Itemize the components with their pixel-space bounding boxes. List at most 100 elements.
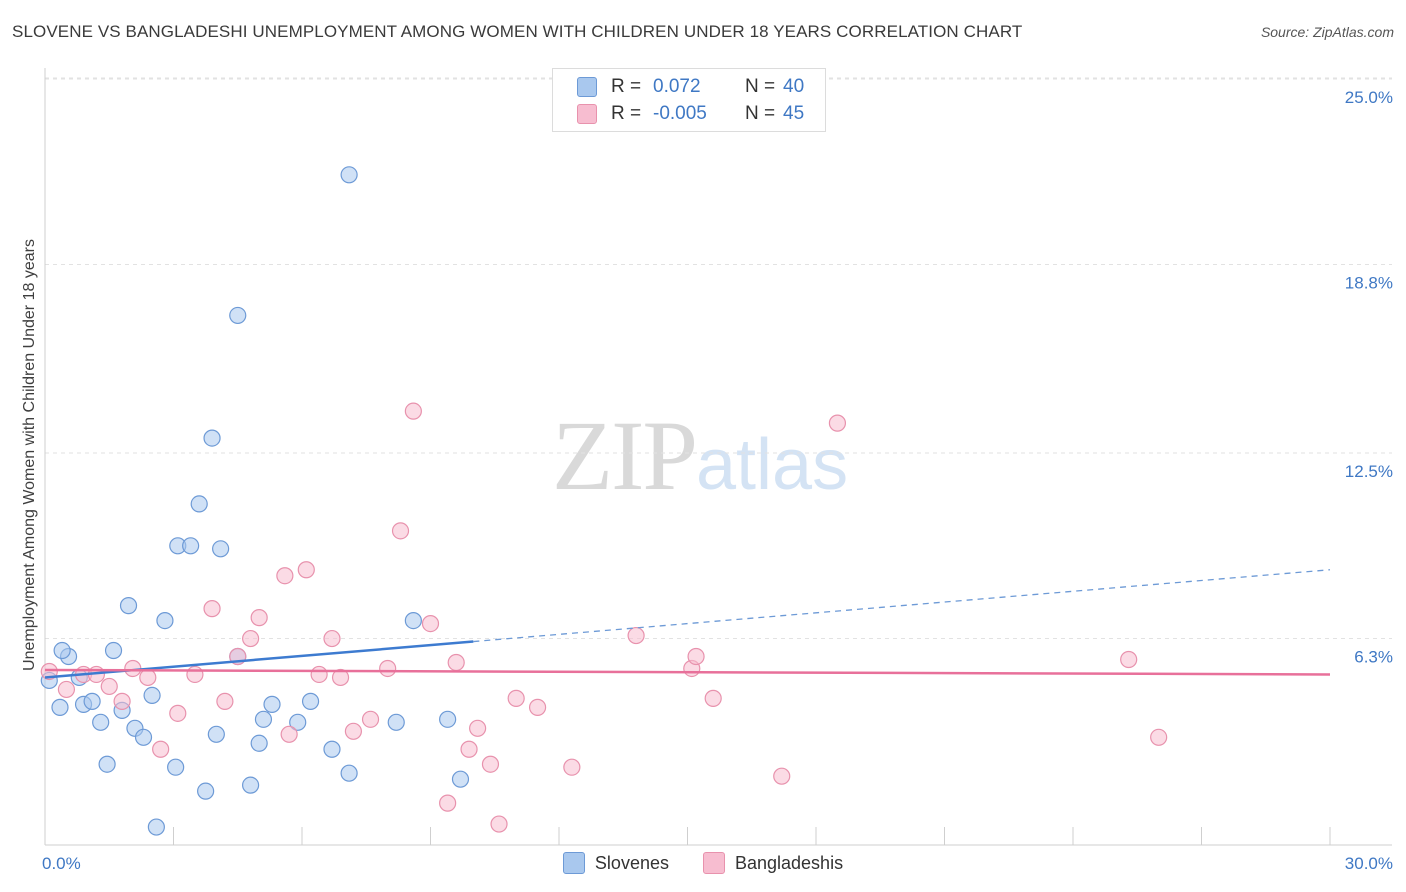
bangladeshi-point	[216, 692, 234, 710]
slovene-point	[229, 306, 247, 325]
legend-item-slovenes[interactable]: Slovenes	[562, 852, 669, 874]
bangladeshi-point	[344, 722, 362, 740]
slovene-point	[190, 495, 208, 513]
slovene-point	[147, 818, 165, 836]
bangladeshi-point	[404, 402, 422, 420]
slovene-point	[203, 429, 221, 447]
bangladeshi-point	[563, 758, 581, 776]
legend-label-slovenes: Slovenes	[594, 852, 669, 873]
legend-swatch-bangladeshis	[577, 104, 597, 124]
slovene-point	[156, 611, 174, 630]
watermark-atlas: atlas	[696, 425, 849, 505]
x-tick-label: 0.0%	[42, 854, 81, 873]
bangladeshi-point	[100, 677, 118, 696]
legend-row-slovenes: R = 0.072 N = 40	[577, 75, 804, 99]
legend-r-value: -0.005	[653, 103, 707, 124]
bangladeshi-point	[1150, 728, 1168, 746]
slovene-trend-extension	[473, 569, 1331, 643]
bangladeshi-point	[297, 561, 315, 579]
legend-n-value: 45	[783, 103, 805, 124]
slovene-point	[51, 698, 69, 716]
slovene-point	[301, 692, 320, 710]
bangladeshi-point	[439, 794, 457, 812]
slovene-point	[92, 713, 110, 731]
bangladeshi-point	[704, 689, 722, 707]
legend-label-bangladeshis: Bangladeshis	[734, 852, 844, 873]
bangladeshi-point	[528, 698, 547, 716]
legend-n-value: 40	[783, 76, 805, 97]
bangladeshi-point	[828, 414, 847, 432]
series-legend: Slovenes Bangladeshis	[0, 852, 1406, 874]
slovene-point	[207, 725, 225, 743]
slovene-point	[98, 755, 116, 773]
bangladeshi-point	[469, 719, 487, 737]
x-tick-label: 30.0%	[1345, 854, 1393, 873]
bangladeshi-point	[379, 659, 397, 678]
legend-item-bangladeshis[interactable]: Bangladeshis	[702, 852, 844, 874]
slovene-point	[104, 641, 123, 660]
bangladeshi-point	[490, 815, 508, 833]
bangladeshi-point	[687, 647, 705, 666]
bangladeshi-point	[331, 668, 350, 687]
slovene-point	[143, 686, 161, 705]
bangladeshi-point	[152, 740, 170, 758]
chart-title: SLOVENE VS BANGLADESHI UNEMPLOYMENT AMON…	[12, 22, 1023, 41]
bangladeshi-trend-line	[44, 668, 1331, 676]
bangladeshi-point	[1120, 650, 1138, 669]
bangladeshi-point	[242, 629, 260, 648]
bangladeshi-point	[773, 767, 791, 785]
watermark-zip: ZIP	[552, 400, 698, 511]
bangladeshi-point	[323, 629, 341, 648]
legend-n-label: N =	[745, 103, 776, 124]
slovene-point	[83, 692, 101, 710]
slovene-point	[53, 641, 71, 660]
slovene-point	[242, 776, 260, 794]
legend-row-bangladeshis: R = -0.005 N = 45	[577, 102, 804, 126]
correlation-legend: R = 0.072 N = 40 R = -0.005 N = 45	[552, 68, 826, 132]
bangladeshi-point	[310, 665, 328, 684]
bangladeshi-point	[481, 755, 500, 773]
slovene-point	[167, 758, 185, 776]
slovene-point	[387, 713, 405, 731]
watermark: ZIPatlas	[552, 398, 848, 513]
legend-swatch-bangladeshis	[702, 852, 725, 874]
slovene-point	[439, 710, 457, 728]
legend-r-label: R =	[611, 103, 642, 124]
legend-r-value: 0.072	[653, 76, 701, 97]
slovene-point	[254, 710, 273, 728]
slovene-point	[197, 782, 215, 800]
bangladeshi-point	[186, 665, 204, 684]
legend-n-label: N =	[745, 76, 776, 97]
bangladeshi-point	[40, 662, 58, 681]
legend-r-label: R =	[611, 76, 642, 97]
bangladeshi-point	[203, 600, 221, 618]
legend-swatch-slovenes	[562, 852, 585, 874]
bangladeshi-point	[57, 680, 76, 699]
bangladeshi-point	[113, 692, 131, 710]
slovene-point	[289, 713, 307, 731]
bangladeshi-point	[391, 522, 410, 540]
y-tick-label: 25.0%	[1345, 88, 1393, 107]
bangladeshi-point	[276, 567, 294, 585]
bangladeshi-point	[421, 614, 440, 633]
y-tick-label: 6.3%	[1354, 648, 1393, 667]
slovene-point	[119, 597, 138, 615]
slovene-point	[250, 734, 268, 752]
slovene-point	[340, 166, 358, 184]
bangladeshi-point	[447, 653, 465, 672]
slovene-point	[451, 770, 470, 788]
bangladeshi-point	[460, 740, 478, 758]
bangladeshi-point	[139, 668, 157, 687]
bangladeshi-point	[361, 710, 380, 728]
bangladeshi-point	[627, 626, 645, 645]
slovene-point	[323, 740, 341, 758]
slovene-point	[212, 540, 230, 558]
bangladeshi-point	[280, 725, 298, 743]
slovene-point	[340, 764, 358, 782]
bangladeshi-point	[169, 704, 187, 722]
slovene-point	[263, 695, 281, 713]
y-tick-label: 12.5%	[1345, 462, 1393, 481]
bangladeshi-point	[250, 609, 268, 627]
slovene-point	[404, 611, 422, 630]
